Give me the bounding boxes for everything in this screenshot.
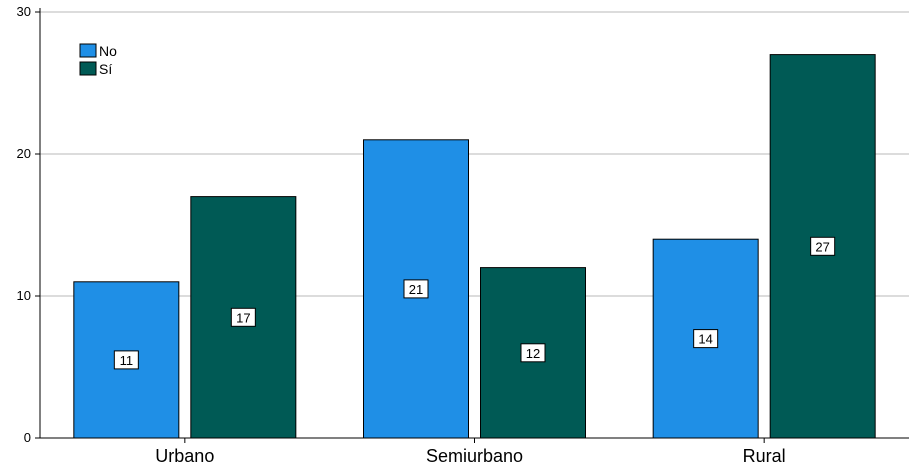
data-label-box (113, 350, 139, 370)
legend: No Sí (79, 43, 117, 77)
data-labels: 11 17 21 12 14 27 (113, 236, 836, 370)
axes: 0 10 20 30 Urbano Semiurbano Rural (17, 4, 909, 466)
y-tick-label: 20 (17, 146, 31, 161)
data-label: 14 (698, 332, 712, 347)
data-label-box (520, 343, 546, 363)
x-category-label: Urbano (155, 446, 214, 466)
data-label: 11 (120, 353, 134, 368)
data-label-box (693, 329, 719, 349)
data-label: 17 (236, 310, 250, 325)
data-label-box (403, 279, 429, 299)
legend-label-si: Sí (99, 61, 112, 77)
data-label: 12 (526, 346, 540, 361)
legend-swatch-no (79, 43, 97, 58)
x-category-label: Semiurbano (426, 446, 523, 466)
y-tick-label: 10 (17, 288, 31, 303)
gridlines (40, 11, 909, 297)
y-tick-label: 30 (17, 4, 31, 19)
legend-label-no: No (99, 43, 117, 59)
data-label-box (230, 307, 256, 327)
legend-swatch-si (79, 61, 97, 76)
data-label-box (810, 236, 836, 256)
y-tick-label: 0 (24, 430, 31, 445)
data-label: 21 (409, 282, 423, 297)
bars (73, 54, 876, 439)
data-label: 27 (815, 239, 829, 254)
x-category-label: Rural (743, 446, 786, 466)
